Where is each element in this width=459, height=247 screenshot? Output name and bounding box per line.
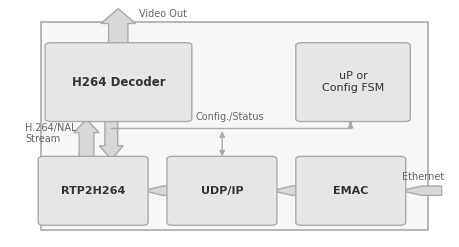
Polygon shape — [99, 119, 123, 159]
Polygon shape — [143, 186, 171, 195]
FancyBboxPatch shape — [41, 22, 427, 230]
Text: Video Out: Video Out — [139, 9, 186, 19]
Text: Config./Status: Config./Status — [195, 112, 264, 122]
FancyBboxPatch shape — [45, 43, 191, 122]
Text: UDP/IP: UDP/IP — [200, 186, 243, 196]
FancyBboxPatch shape — [38, 156, 148, 225]
Text: RTP2H264: RTP2H264 — [61, 186, 125, 196]
Polygon shape — [272, 186, 300, 195]
FancyBboxPatch shape — [295, 156, 405, 225]
Text: uP or
Config FSM: uP or Config FSM — [321, 71, 383, 93]
Polygon shape — [400, 186, 441, 195]
Polygon shape — [74, 119, 99, 159]
Text: EMAC: EMAC — [332, 186, 368, 196]
Polygon shape — [101, 9, 135, 46]
FancyBboxPatch shape — [295, 43, 409, 122]
Text: H264 Decoder: H264 Decoder — [72, 76, 165, 89]
Text: Ethernet: Ethernet — [401, 172, 443, 182]
FancyBboxPatch shape — [167, 156, 276, 225]
Text: H.264/NAL
Stream: H.264/NAL Stream — [25, 123, 77, 144]
